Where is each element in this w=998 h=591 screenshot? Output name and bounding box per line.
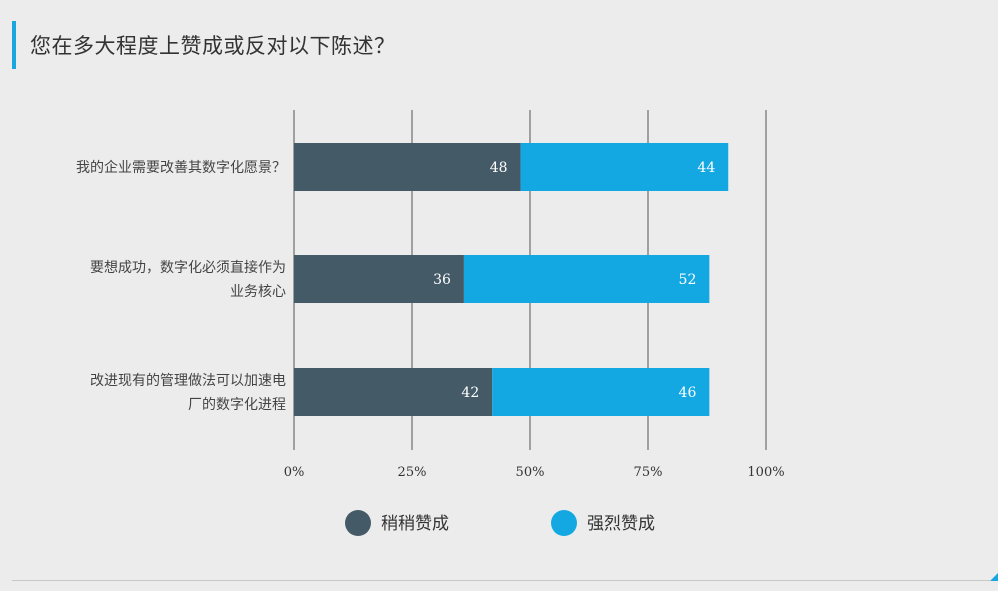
legend-label-0: 稍稍赞成 — [381, 514, 449, 534]
bottom-divider — [12, 580, 990, 581]
data-label-0-1: 36 — [433, 272, 451, 288]
title-block: 您在多大程度上赞成或反对以下陈述？ — [12, 21, 396, 69]
category-label-2-line-1: 厂的数字化进程 — [188, 397, 286, 413]
data-label-0-2: 42 — [461, 385, 479, 401]
category-label-1-line-0: 要想成功，数字化必须直接作为 — [90, 259, 286, 276]
x-tick-label-25: 25% — [398, 465, 427, 480]
data-label-1-1: 52 — [679, 272, 697, 288]
category-label-2-line-0: 改进现有的管理做法可以加速电 — [90, 373, 286, 389]
x-tick-label-75: 75% — [634, 465, 663, 480]
legend-swatch-1 — [551, 510, 577, 536]
bar-strong-2 — [492, 368, 710, 416]
corner-accent — [990, 573, 998, 581]
x-tick-label-0: 0% — [284, 465, 305, 480]
legend-swatch-0 — [345, 510, 371, 536]
bar-slight-0 — [294, 143, 521, 191]
x-tick-label-100: 100% — [747, 465, 784, 480]
data-label-1-0: 44 — [697, 160, 715, 176]
bar-slight-1 — [294, 255, 464, 303]
legend-label-1: 强烈赞成 — [587, 514, 655, 534]
bar-strong-0 — [520, 143, 729, 191]
bar-slight-2 — [294, 368, 493, 416]
data-label-1-2: 46 — [679, 385, 697, 401]
bar-strong-1 — [463, 255, 710, 303]
title-accent-bar — [12, 21, 16, 69]
x-tick-label-50: 50% — [516, 465, 545, 480]
page-title: 您在多大程度上赞成或反对以下陈述？ — [30, 34, 396, 58]
data-label-0-0: 48 — [490, 160, 508, 176]
category-label-1-line-1: 业务核心 — [230, 284, 286, 300]
category-label-0-line-0: 我的企业需要改善其数字化愿景？ — [76, 159, 286, 176]
